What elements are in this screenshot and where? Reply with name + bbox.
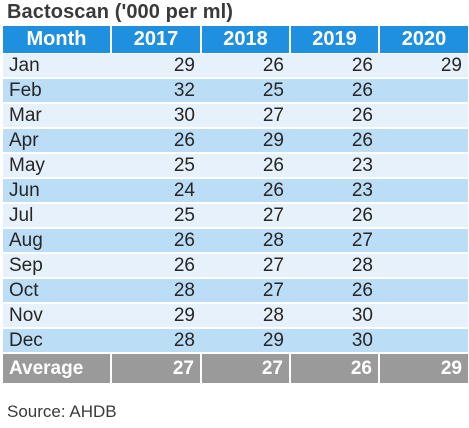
value-cell-2018: 26 — [201, 53, 290, 79]
month-cell: Nov — [3, 303, 111, 329]
bactoscan-table: Month 2017 2018 2019 2020 Jan 29 26 26 29 Feb… — [3, 26, 468, 383]
table-row: Jul 25 27 26 — [3, 203, 468, 229]
value-cell-2020 — [379, 78, 468, 104]
value-cell-2017: 29 — [111, 303, 201, 329]
value-cell-2017: 28 — [111, 328, 201, 354]
month-cell: Oct — [3, 278, 111, 304]
value-cell-2019: 26 — [290, 103, 379, 129]
value-cell-2020 — [379, 228, 468, 254]
column-header-2017: 2017 — [111, 26, 202, 54]
value-cell-2017: 30 — [111, 103, 201, 129]
average-row: Average 27 27 26 29 — [3, 353, 468, 383]
value-cell-2020 — [379, 153, 468, 179]
value-cell-2017: 26 — [111, 128, 201, 154]
value-cell-2017: 29 — [111, 53, 201, 79]
column-header-month: Month — [3, 26, 112, 54]
month-cell: Jul — [3, 203, 111, 229]
average-2019: 26 — [290, 353, 380, 383]
month-cell: Dec — [3, 328, 111, 354]
table-title: Bactoscan ('000 per ml) — [7, 1, 234, 23]
value-cell-2020 — [379, 328, 468, 354]
table-row: Aug 26 28 27 — [3, 228, 468, 254]
month-cell: Feb — [3, 78, 111, 104]
month-cell: Aug — [3, 228, 111, 254]
table-row: Apr 26 29 26 — [3, 128, 468, 154]
value-cell-2020 — [379, 303, 468, 329]
value-cell-2019: 30 — [290, 328, 379, 354]
header-row: Month 2017 2018 2019 2020 — [3, 26, 468, 54]
column-header-2018: 2018 — [201, 26, 291, 54]
value-cell-2019: 26 — [290, 203, 379, 229]
value-cell-2018: 28 — [201, 228, 290, 254]
value-cell-2018: 27 — [201, 203, 290, 229]
value-cell-2020: 29 — [379, 53, 468, 79]
value-cell-2019: 28 — [290, 253, 379, 279]
month-cell: Apr — [3, 128, 111, 154]
table-row: Mar 30 27 26 — [3, 103, 468, 129]
month-cell: Mar — [3, 103, 111, 129]
value-cell-2017: 24 — [111, 178, 201, 204]
value-cell-2019: 26 — [290, 78, 379, 104]
month-cell: Sep — [3, 253, 111, 279]
value-cell-2020 — [379, 103, 468, 129]
table-row: Nov 29 28 30 — [3, 303, 468, 329]
value-cell-2019: 23 — [290, 153, 379, 179]
value-cell-2020 — [379, 253, 468, 279]
value-cell-2017: 25 — [111, 153, 201, 179]
column-header-2020: 2020 — [379, 26, 468, 54]
value-cell-2018: 27 — [201, 103, 290, 129]
value-cell-2017: 25 — [111, 203, 201, 229]
value-cell-2018: 27 — [201, 253, 290, 279]
value-cell-2020 — [379, 203, 468, 229]
value-cell-2017: 26 — [111, 228, 201, 254]
table-row: Feb 32 25 26 — [3, 78, 468, 104]
value-cell-2020 — [379, 278, 468, 304]
month-cell: Jan — [3, 53, 111, 79]
table-row: Oct 28 27 26 — [3, 278, 468, 304]
value-cell-2018: 28 — [201, 303, 290, 329]
table-row: Sep 26 27 28 — [3, 253, 468, 279]
table-row: Jun 24 26 23 — [3, 178, 468, 204]
column-header-2019: 2019 — [290, 26, 380, 54]
value-cell-2020 — [379, 128, 468, 154]
month-cell: May — [3, 153, 111, 179]
value-cell-2017: 32 — [111, 78, 201, 104]
table-row: Jan 29 26 26 29 — [3, 53, 468, 79]
value-cell-2018: 29 — [201, 128, 290, 154]
value-cell-2019: 30 — [290, 303, 379, 329]
value-cell-2019: 23 — [290, 178, 379, 204]
value-cell-2018: 26 — [201, 153, 290, 179]
average-2018: 27 — [201, 353, 291, 383]
table-row: May 25 26 23 — [3, 153, 468, 179]
average-label: Average — [3, 353, 112, 383]
average-2017: 27 — [111, 353, 202, 383]
average-2020: 29 — [379, 353, 468, 383]
value-cell-2018: 27 — [201, 278, 290, 304]
value-cell-2019: 26 — [290, 128, 379, 154]
value-cell-2018: 29 — [201, 328, 290, 354]
month-cell: Jun — [3, 178, 111, 204]
table-row: Dec 28 29 30 — [3, 328, 468, 354]
value-cell-2018: 25 — [201, 78, 290, 104]
value-cell-2019: 26 — [290, 278, 379, 304]
value-cell-2019: 27 — [290, 228, 379, 254]
value-cell-2018: 26 — [201, 178, 290, 204]
value-cell-2017: 26 — [111, 253, 201, 279]
value-cell-2019: 26 — [290, 53, 379, 79]
value-cell-2017: 28 — [111, 278, 201, 304]
value-cell-2020 — [379, 178, 468, 204]
source-note: Source: AHDB — [7, 402, 117, 421]
